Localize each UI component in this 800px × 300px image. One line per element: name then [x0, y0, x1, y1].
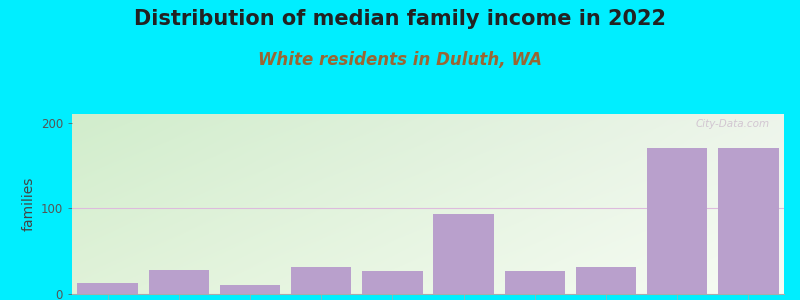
- Text: City-Data.com: City-Data.com: [696, 119, 770, 129]
- Y-axis label: families: families: [21, 177, 35, 231]
- Bar: [291, 267, 351, 294]
- Bar: [78, 283, 138, 294]
- Bar: [220, 285, 280, 294]
- Bar: [576, 267, 636, 294]
- Text: Distribution of median family income in 2022: Distribution of median family income in …: [134, 9, 666, 29]
- Bar: [362, 271, 422, 294]
- Text: White residents in Duluth, WA: White residents in Duluth, WA: [258, 51, 542, 69]
- Bar: [149, 270, 209, 294]
- Bar: [718, 148, 778, 294]
- Bar: [647, 148, 707, 294]
- Bar: [434, 214, 494, 294]
- Bar: [505, 271, 565, 294]
